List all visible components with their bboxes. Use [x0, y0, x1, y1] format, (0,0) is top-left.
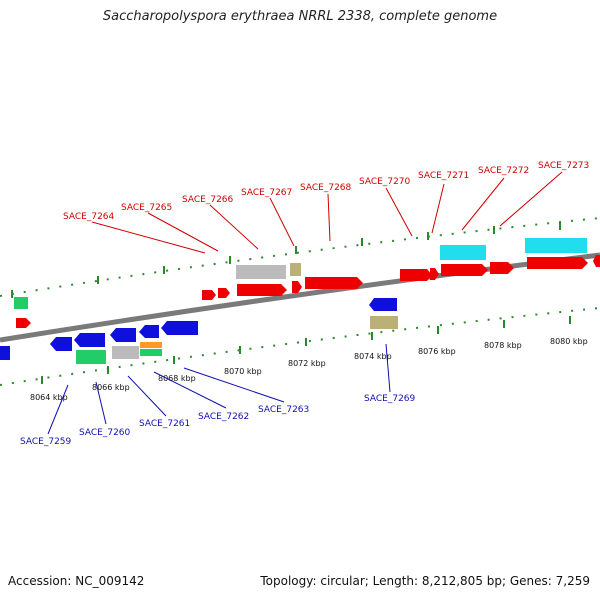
tick-label: 8076 kbp — [418, 347, 456, 356]
forward-gene — [305, 277, 363, 289]
tick-label: 8074 kbp — [354, 352, 392, 361]
reverse-features — [0, 298, 398, 364]
gene-label: SACE_7273 — [538, 161, 589, 171]
upper-scale-track — [0, 217, 600, 297]
gene-label: SACE_7272 — [478, 166, 529, 176]
pseudo-feature — [236, 265, 286, 279]
tick-label: 8072 kbp — [288, 359, 326, 368]
lower-major-ticks — [41, 316, 571, 384]
forward-gene — [490, 262, 514, 274]
gene-label: SACE_7266 — [182, 195, 234, 205]
forward-gene — [527, 257, 588, 269]
top-leader-lines — [91, 171, 563, 254]
misc-feature — [290, 263, 301, 276]
rna-feature — [14, 297, 28, 309]
accession-text: Accession: NC_009142 — [8, 574, 145, 588]
top-gene-labels: SACE_7264 SACE_7265 SACE_7266 SACE_7267 … — [63, 161, 589, 222]
bottom-leader-lines — [47, 343, 391, 435]
forward-gene — [593, 255, 600, 267]
reverse-gene — [110, 328, 136, 342]
forward-gene — [400, 269, 432, 281]
pseudo-feature — [112, 346, 139, 359]
tick-label: 8068 kbp — [158, 374, 196, 383]
misc-feature — [370, 316, 398, 329]
reverse-gene — [50, 337, 72, 351]
topology-text: Topology: circular; Length: 8,212,805 bp… — [260, 574, 590, 588]
rna-feature — [76, 350, 106, 364]
reverse-gene — [0, 346, 10, 360]
forward-gene — [292, 281, 302, 293]
bottom-gene-labels: SACE_7259 SACE_7260 SACE_7261 SACE_7262 … — [20, 394, 416, 447]
gene-label: SACE_7262 — [198, 412, 249, 422]
rna-feature — [140, 349, 162, 356]
gene-label: SACE_7259 — [20, 437, 72, 447]
tick-label: 8070 kbp — [224, 367, 262, 376]
forward-features — [14, 238, 600, 328]
gene-label: SACE_7269 — [364, 394, 416, 404]
forward-gene — [218, 288, 230, 298]
forward-gene — [237, 284, 287, 296]
gene-label: SACE_7268 — [300, 183, 352, 193]
reverse-gene — [369, 298, 397, 311]
scale-tick-labels: 8064 kbp 8066 kbp 8068 kbp 8070 kbp 8072… — [30, 337, 588, 402]
reverse-gene — [161, 321, 198, 335]
upper-major-ticks — [11, 222, 561, 298]
forward-gene — [441, 264, 488, 276]
gene-label: SACE_7267 — [241, 188, 292, 198]
gene-label: SACE_7270 — [359, 177, 411, 187]
gene-label: SACE_7261 — [139, 419, 190, 429]
map-title: Saccharopolyspora erythraea NRRL 2338, c… — [102, 9, 498, 24]
gene-label: SACE_7260 — [79, 428, 131, 438]
cyan-feature — [525, 238, 587, 253]
orange-feature — [140, 342, 162, 348]
tick-label: 8066 kbp — [92, 383, 130, 392]
gene-label: SACE_7263 — [258, 405, 309, 415]
reverse-gene — [139, 325, 159, 338]
gene-label: SACE_7264 — [63, 212, 115, 222]
genome-backbone — [0, 252, 600, 343]
tick-label: 8080 kbp — [550, 337, 588, 346]
forward-gene — [430, 268, 439, 280]
reverse-gene — [74, 333, 105, 347]
gene-label: SACE_7271 — [418, 171, 469, 181]
tick-label: 8064 kbp — [30, 393, 68, 402]
tick-label: 8078 kbp — [484, 341, 522, 350]
forward-gene — [16, 318, 31, 328]
gene-label: SACE_7265 — [121, 203, 172, 213]
lower-scale-track — [0, 307, 600, 386]
forward-gene — [202, 290, 216, 300]
cyan-feature — [440, 245, 486, 260]
